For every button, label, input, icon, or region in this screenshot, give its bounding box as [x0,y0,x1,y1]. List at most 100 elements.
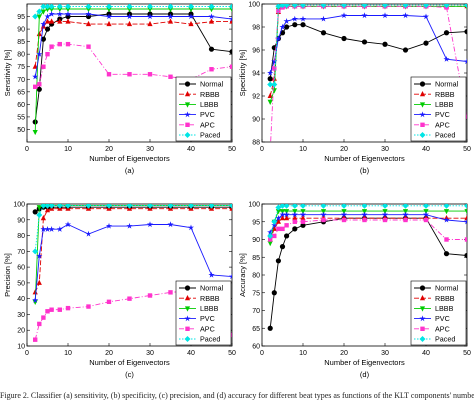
legend-marker-paced [184,132,191,138]
data-point-pvc [275,215,282,221]
data-point-lbbb [36,14,42,20]
data-point-paced [229,204,232,209]
data-point-apc [268,149,272,153]
data-point-pvc [56,10,63,17]
panel-label: (c) [125,370,134,379]
data-point-normal [300,22,306,28]
legend-marker-rbbb [184,295,191,301]
data-point-pvc [187,224,195,231]
data-point-paced [126,204,133,209]
data-point-apc [33,337,38,342]
x-tick-label: 10 [64,146,72,153]
data-point-paced [65,4,71,10]
data-point-pvc [48,10,55,17]
legend-marker-apc [420,326,425,331]
data-point-apc [57,41,62,47]
data-point-paced [291,204,298,209]
data-point-apc [382,217,388,223]
y-tick-label: 20 [17,328,25,335]
data-point-paced [382,4,388,9]
data-point-paced [320,4,327,9]
x-axis-label: Number of Eigenvectors [324,358,405,367]
data-point-paced [36,8,43,15]
data-point-paced [361,204,368,209]
data-point-paced [267,232,274,239]
data-point-apc [45,51,50,57]
y-tick-label: 50 [17,127,25,134]
legend-marker-apc [185,122,190,127]
x-tick-label: 10 [299,146,307,153]
series-line-paced [270,4,467,85]
data-point-paced [402,4,409,9]
legend-marker-pvc [184,111,191,118]
data-point-rbbb [65,18,71,24]
data-point-rbbb [267,92,273,98]
data-point-normal [464,29,467,35]
data-point-pvc [208,13,215,20]
x-tick-label: 50 [228,350,236,357]
legend-box [410,280,467,346]
data-point-pvc [271,58,278,65]
legend-label-normal: Normal [200,80,224,89]
data-point-paced [48,204,55,209]
y-tick-label: 90 [17,217,25,224]
x-tick-label: 10 [299,350,307,357]
data-point-paced [341,204,347,209]
x-tick-label: 30 [381,350,389,357]
y-tick-label: 55 [17,114,25,121]
legend-label-lbbb: LBBB [435,100,454,109]
legend-label-rbbb: RBBB [435,90,455,99]
legend-label-rbbb: RBBB [200,294,220,303]
data-point-pvc [32,297,39,303]
data-point-paced [267,81,274,88]
data-point-normal [320,30,327,36]
y-tick-label: 90 [17,27,25,34]
data-point-normal [32,209,38,215]
data-point-rbbb [40,215,46,221]
data-point-lbbb [44,7,51,13]
data-point-apc [57,307,62,312]
data-point-pvc [40,226,47,232]
legend-label-lbbb: LBBB [200,100,219,109]
data-point-rbbb [57,18,63,24]
data-point-pvc [32,73,39,80]
data-point-normal [402,47,409,53]
data-point-lbbb [126,7,133,13]
x-tick-label: 40 [187,350,195,357]
data-point-paced [167,4,174,10]
legend-marker-rbbb [419,295,426,301]
data-point-rbbb [106,20,112,27]
legend-label-paced: Paced [200,131,220,140]
legend-label-lbbb: LBBB [435,304,454,313]
data-point-pvc [291,211,298,218]
data-point-rbbb [279,215,286,221]
y-tick-label: 85 [17,39,25,46]
y-tick-label: 75 [17,64,25,71]
data-point-rbbb [464,215,467,221]
y-tick-label: 95 [17,14,25,21]
data-point-pvc [85,230,92,237]
x-tick-label: 20 [340,146,348,153]
data-point-apc [147,293,153,298]
data-point-apc [168,74,173,79]
legend-marker-normal [419,81,426,87]
legend-marker-lbbb [419,102,426,108]
data-point-paced [320,204,327,209]
data-point-pvc [279,23,286,30]
legend-marker-apc [185,326,190,331]
y-tick-label: 90 [252,117,260,124]
y-tick-label: 70 [252,308,260,315]
data-point-lbbb [167,7,174,13]
legend-marker-paced [184,336,191,342]
data-point-apc [37,82,42,87]
data-point-paced [283,204,290,209]
y-tick-label: 75 [252,290,260,297]
y-axis-label: Sensitivity [%] [3,50,12,97]
data-point-apc [268,237,273,242]
data-point-paced [443,204,450,209]
legend-label-apc: APC [435,120,450,129]
legend-label-lbbb: LBBB [200,304,219,313]
data-point-apc [41,64,46,69]
data-point-pvc [48,226,55,232]
